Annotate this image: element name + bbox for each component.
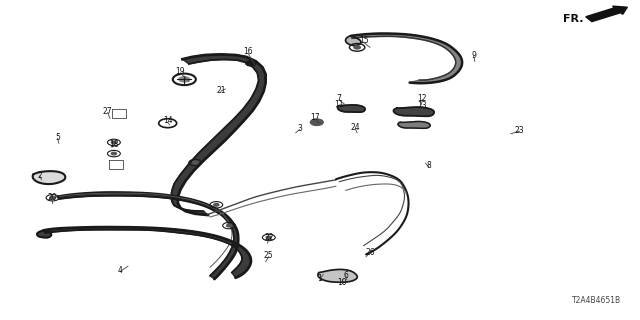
Polygon shape [394, 107, 434, 116]
Text: 25: 25 [264, 252, 274, 260]
Text: 4: 4 [118, 266, 123, 275]
Circle shape [266, 236, 271, 239]
Circle shape [50, 196, 55, 199]
Text: 23: 23 [515, 126, 525, 135]
Circle shape [354, 46, 360, 49]
FancyArrow shape [586, 6, 627, 22]
Text: 5: 5 [55, 133, 60, 142]
Text: 24: 24 [350, 123, 360, 132]
Polygon shape [33, 171, 65, 184]
Text: T2A4B4651B: T2A4B4651B [572, 296, 621, 305]
Circle shape [179, 76, 190, 82]
Text: 14: 14 [163, 116, 173, 125]
Text: 27: 27 [102, 107, 113, 116]
Circle shape [246, 61, 256, 66]
Text: 8: 8 [426, 161, 431, 170]
Text: 10: 10 [337, 278, 348, 287]
Text: 2: 2 [37, 171, 42, 180]
Text: 9: 9 [471, 51, 476, 60]
Polygon shape [337, 105, 365, 112]
Text: 11: 11 [335, 100, 344, 109]
Text: 16: 16 [243, 47, 253, 56]
Circle shape [193, 161, 198, 164]
Text: 21: 21 [216, 86, 225, 95]
Text: 22: 22 [264, 233, 273, 242]
Circle shape [227, 224, 232, 227]
Text: 15: 15 [358, 36, 369, 45]
Text: 7: 7 [337, 94, 342, 103]
Text: 12: 12 [418, 94, 427, 103]
Circle shape [310, 119, 323, 125]
Text: 19: 19 [175, 67, 186, 76]
Polygon shape [37, 230, 51, 238]
Circle shape [111, 152, 116, 155]
Polygon shape [346, 36, 361, 45]
Polygon shape [351, 34, 462, 83]
Text: 20: 20 [47, 193, 58, 202]
Polygon shape [318, 269, 357, 282]
Polygon shape [58, 193, 238, 279]
Circle shape [214, 204, 219, 206]
Text: 17: 17 [310, 113, 320, 122]
Text: 13: 13 [417, 101, 428, 110]
Text: 1: 1 [317, 274, 323, 283]
Polygon shape [172, 54, 266, 215]
Polygon shape [398, 122, 430, 128]
Text: 26: 26 [365, 248, 375, 257]
Text: 3: 3 [297, 124, 302, 132]
Polygon shape [44, 227, 251, 278]
Text: 6: 6 [343, 271, 348, 280]
Circle shape [111, 141, 116, 144]
Text: FR.: FR. [563, 14, 584, 24]
Text: 18: 18 [109, 140, 118, 149]
